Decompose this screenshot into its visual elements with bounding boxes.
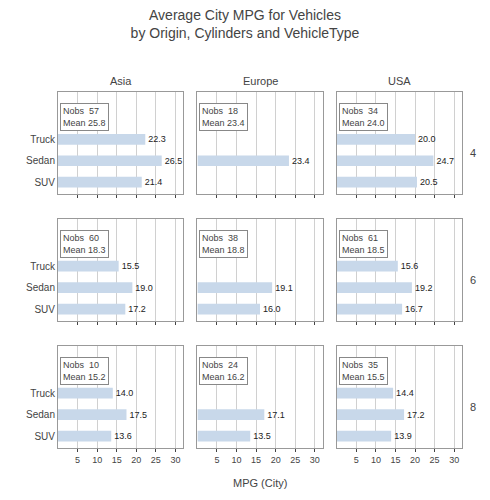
svg-text:22.3: 22.3 [148, 134, 166, 144]
svg-text:30: 30 [310, 455, 320, 465]
svg-text:24.7: 24.7 [436, 156, 454, 166]
svg-text:MPG (City): MPG (City) [233, 477, 287, 489]
svg-text:8: 8 [470, 401, 476, 413]
svg-text:Nobs 35Mean 15.5: Nobs 35Mean 15.5 [342, 360, 385, 382]
svg-text:19.0: 19.0 [135, 283, 153, 293]
svg-text:Nobs 10Mean 15.2: Nobs 10Mean 15.2 [63, 360, 106, 382]
svg-text:15: 15 [112, 455, 122, 465]
svg-text:20: 20 [131, 455, 141, 465]
svg-text:15: 15 [390, 455, 400, 465]
svg-text:21.4: 21.4 [145, 177, 163, 187]
svg-text:19.2: 19.2 [415, 283, 433, 293]
svg-text:13.5: 13.5 [253, 431, 271, 441]
svg-text:Sedan: Sedan [26, 282, 55, 293]
svg-text:14.0: 14.0 [116, 388, 134, 398]
svg-text:30: 30 [170, 455, 180, 465]
svg-text:25: 25 [290, 455, 300, 465]
svg-text:Europe: Europe [243, 75, 278, 87]
svg-text:SUV: SUV [34, 431, 55, 442]
svg-text:13.9: 13.9 [394, 431, 412, 441]
svg-text:17.2: 17.2 [407, 410, 425, 420]
svg-text:20.5: 20.5 [420, 177, 438, 187]
svg-text:13.6: 13.6 [114, 431, 132, 441]
svg-text:Sedan: Sedan [26, 409, 55, 420]
svg-text:20: 20 [410, 455, 420, 465]
svg-text:10: 10 [371, 455, 381, 465]
svg-text:10: 10 [92, 455, 102, 465]
svg-text:17.2: 17.2 [128, 304, 146, 314]
svg-text:15.6: 15.6 [401, 261, 419, 271]
svg-text:Nobs 38Mean 18.8: Nobs 38Mean 18.8 [202, 233, 245, 255]
svg-text:6: 6 [470, 274, 476, 286]
svg-text:Nobs 34Mean 24.0: Nobs 34Mean 24.0 [342, 106, 385, 128]
svg-text:Nobs 57Mean 25.8: Nobs 57Mean 25.8 [63, 106, 106, 128]
svg-text:SUV: SUV [34, 304, 55, 315]
svg-text:Nobs 60Mean 18.3: Nobs 60Mean 18.3 [63, 233, 106, 255]
svg-text:23.4: 23.4 [292, 156, 310, 166]
svg-text:15: 15 [251, 455, 261, 465]
svg-text:30: 30 [449, 455, 459, 465]
svg-text:5: 5 [75, 455, 80, 465]
svg-text:25: 25 [151, 455, 161, 465]
svg-text:Truck: Truck [30, 261, 56, 272]
svg-text:USA: USA [388, 75, 411, 87]
svg-text:17.1: 17.1 [267, 410, 285, 420]
svg-text:16.7: 16.7 [405, 304, 423, 314]
svg-text:5: 5 [354, 455, 359, 465]
svg-text:5: 5 [214, 455, 219, 465]
svg-text:16.0: 16.0 [263, 304, 281, 314]
svg-text:4: 4 [470, 147, 476, 159]
svg-text:Sedan: Sedan [26, 155, 55, 166]
svg-text:Nobs 18Mean 23.4: Nobs 18Mean 23.4 [202, 106, 245, 128]
svg-text:10: 10 [232, 455, 242, 465]
svg-text:Asia: Asia [110, 75, 132, 87]
svg-text:17.5: 17.5 [129, 410, 147, 420]
svg-text:Truck: Truck [30, 388, 56, 399]
svg-text:14.4: 14.4 [396, 388, 414, 398]
svg-text:Truck: Truck [30, 134, 56, 145]
svg-text:20: 20 [271, 455, 281, 465]
svg-text:25: 25 [430, 455, 440, 465]
svg-text:Average City MPG for Vehiclesb: Average City MPG for Vehiclesby Origin, … [131, 7, 360, 41]
svg-text:15.5: 15.5 [122, 261, 140, 271]
svg-text:Nobs 24Mean 16.2: Nobs 24Mean 16.2 [202, 360, 245, 382]
svg-text:SUV: SUV [34, 177, 55, 188]
svg-text:20.0: 20.0 [418, 134, 436, 144]
svg-text:19.1: 19.1 [275, 283, 293, 293]
svg-text:Nobs 61Mean 18.5: Nobs 61Mean 18.5 [342, 233, 385, 255]
svg-text:26.5: 26.5 [165, 156, 183, 166]
